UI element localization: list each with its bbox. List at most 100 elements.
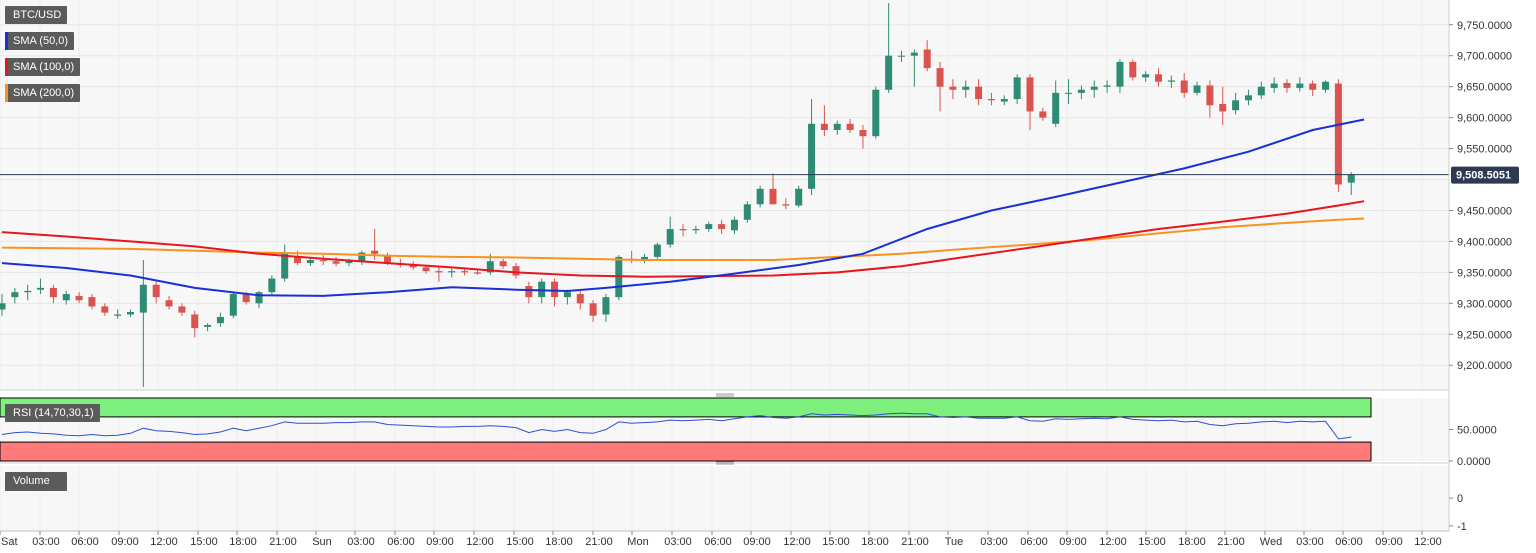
- time-tick-label: 18:00: [1178, 536, 1206, 548]
- candle-body: [486, 261, 494, 273]
- candle-body: [602, 297, 610, 315]
- candle-body: [1142, 74, 1150, 78]
- time-tick-label: 03:00: [980, 536, 1008, 548]
- candle-body: [358, 252, 366, 262]
- rsi-label: RSI (14,70,30,1): [13, 407, 94, 419]
- candle-body: [0, 303, 6, 310]
- candle-body: [1013, 77, 1021, 100]
- candle-body: [833, 123, 841, 130]
- candle-body: [769, 188, 777, 205]
- candle-body: [1296, 83, 1304, 88]
- time-tick-label: 12:00: [1099, 536, 1127, 548]
- sma100-label: SMA (100,0): [13, 61, 75, 73]
- rsi-overbought-zone: [0, 397, 1372, 418]
- candle-body: [1206, 85, 1214, 106]
- candle-body: [795, 188, 803, 206]
- time-tick-label: 09:00: [426, 536, 454, 548]
- candle-body: [859, 130, 867, 137]
- volume-tick-label: -1: [1457, 521, 1467, 533]
- time-tick-label: Sat: [1, 536, 18, 548]
- time-tick-label: Wed: [1260, 536, 1282, 548]
- candle-body: [692, 229, 700, 231]
- time-tick-label: 18:00: [545, 536, 573, 548]
- candle-body: [885, 55, 893, 90]
- candle-body: [204, 325, 212, 327]
- candle-body: [281, 253, 289, 279]
- candle-body: [820, 123, 828, 130]
- candle-body: [62, 294, 70, 301]
- candle-body: [24, 290, 32, 293]
- candle-body: [666, 229, 674, 245]
- time-tick-label: 12:00: [1414, 536, 1442, 548]
- candle-body: [229, 294, 237, 316]
- candle-body: [1244, 95, 1252, 101]
- rsi-tick-label: 50.0000: [1457, 425, 1497, 437]
- candle-body: [1334, 83, 1342, 185]
- sma200-label: SMA (200,0): [13, 87, 75, 99]
- time-tick-label: 15:00: [822, 536, 850, 548]
- volume-pane-bg: [0, 466, 1449, 531]
- price-tick-label: 9,600.0000: [1457, 113, 1512, 125]
- candle-body: [1155, 74, 1162, 82]
- candle-body: [191, 314, 199, 329]
- candle-body: [384, 255, 391, 263]
- candle-body: [846, 123, 854, 130]
- price-tick-label: 9,350.0000: [1457, 267, 1512, 279]
- time-tick-label: 06:00: [704, 536, 732, 548]
- candle-body: [178, 306, 186, 313]
- time-tick-label: 03:00: [347, 536, 375, 548]
- candle-body: [1167, 80, 1175, 82]
- candle-body: [551, 281, 559, 298]
- time-tick-label: 15:00: [1138, 536, 1166, 548]
- candle-body: [782, 204, 790, 206]
- candle-body: [1000, 99, 1008, 102]
- candle-body: [255, 292, 263, 304]
- candle-body: [730, 219, 738, 231]
- candle-body: [923, 49, 931, 69]
- time-tick-label: Mon: [627, 536, 648, 548]
- candle-body: [242, 294, 250, 303]
- rsi-oversold-zone: [0, 441, 1372, 462]
- sma50-legend[interactable]: SMA (50,0): [5, 32, 75, 50]
- candle-body: [409, 264, 417, 268]
- candle-body: [653, 244, 661, 257]
- sma100-legend[interactable]: SMA (100,0): [5, 58, 81, 76]
- candle-body: [152, 284, 160, 298]
- time-tick-label: 21:00: [585, 536, 613, 548]
- time-tick-label: 06:00: [387, 536, 415, 548]
- candle-body: [1219, 104, 1227, 112]
- candle-body: [1283, 82, 1291, 88]
- sma200-legend[interactable]: SMA (200,0): [5, 84, 81, 102]
- time-tick-label: 06:00: [1020, 536, 1048, 548]
- price-tick-label: 9,450.0000: [1457, 205, 1512, 217]
- price-tick-label: 9,400.0000: [1457, 236, 1512, 248]
- candle-body: [949, 86, 957, 90]
- time-tick-label: 12:00: [150, 536, 178, 548]
- candle-body: [975, 86, 983, 100]
- candle-body: [11, 292, 19, 298]
- time-tick-label: 12:00: [466, 536, 494, 548]
- time-tick-label: 21:00: [901, 536, 929, 548]
- price-tick-label: 9,650.0000: [1457, 82, 1512, 94]
- candle-body: [306, 260, 314, 264]
- candle-body: [75, 295, 83, 301]
- current-price-badge: [1451, 166, 1519, 184]
- candle-body: [332, 261, 340, 264]
- time-tick-label: 15:00: [190, 536, 218, 548]
- candle-body: [576, 294, 584, 304]
- candle-body: [216, 316, 224, 324]
- time-tick-label: 09:00: [1375, 536, 1403, 548]
- candle-body: [268, 278, 276, 293]
- candle-body: [705, 224, 713, 230]
- time-tick-label: 09:00: [111, 536, 139, 548]
- candle-body: [1257, 86, 1265, 96]
- symbol-text: BTC/USD: [13, 9, 62, 21]
- sma50-swatch: [5, 32, 8, 50]
- rsi-legend[interactable]: RSI (14,70,30,1): [5, 404, 100, 422]
- candle-body: [525, 286, 533, 298]
- candle-body: [371, 250, 379, 254]
- candle-body: [1193, 85, 1201, 93]
- candle-body: [808, 123, 816, 189]
- volume-legend[interactable]: Volume: [5, 472, 67, 491]
